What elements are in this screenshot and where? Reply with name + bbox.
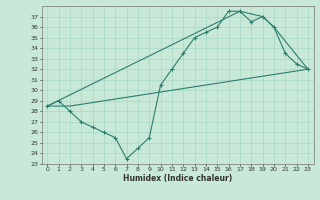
X-axis label: Humidex (Indice chaleur): Humidex (Indice chaleur) [123, 174, 232, 183]
